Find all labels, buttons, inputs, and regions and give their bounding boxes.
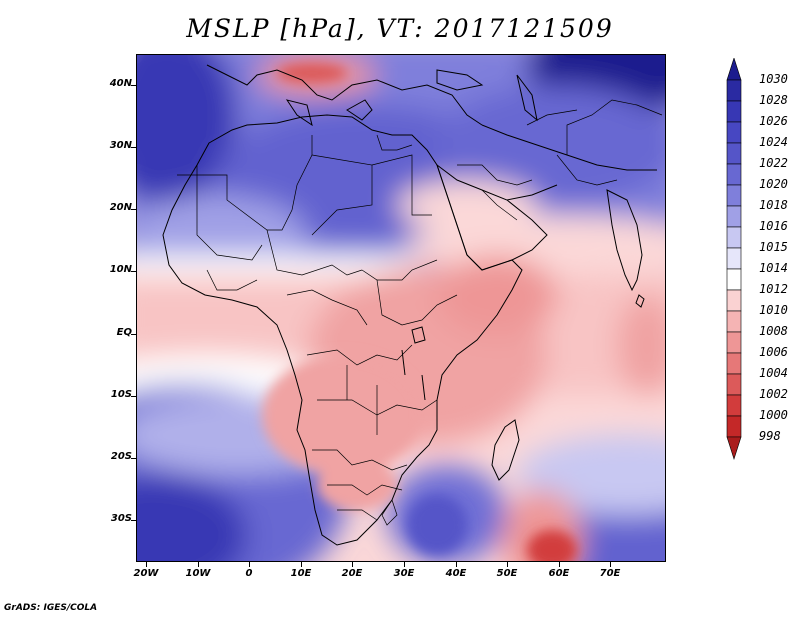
colorbar-swatch <box>726 373 742 396</box>
colorbar-label: 1028 <box>759 93 788 107</box>
x-tick-label: 10W <box>185 568 211 579</box>
y-tick-label: EQ <box>116 327 132 338</box>
colorbar-label: 1016 <box>759 219 788 233</box>
y-tick-label: 20N <box>109 202 132 213</box>
colorbar-label: 1002 <box>759 387 788 401</box>
x-tick <box>610 562 611 567</box>
colorbar-swatch <box>726 163 742 186</box>
x-tick-label: 30E <box>393 568 415 579</box>
y-tick <box>131 458 136 459</box>
pressure-detail <box>262 63 577 561</box>
colorbar-swatches <box>726 58 742 460</box>
y-tick-label: 30N <box>109 140 132 151</box>
colorbar-label: 998 <box>759 429 781 443</box>
colorbar-label: 1004 <box>759 366 788 380</box>
colorbar-swatch <box>726 100 742 123</box>
colorbar-swatch <box>726 121 742 144</box>
colorbar-label: 1018 <box>759 198 788 212</box>
y-tick-label: 10S <box>110 389 132 400</box>
chart-title: MSLP [hPa], VT: 2017121509 <box>186 14 614 43</box>
colorbar-label: 1024 <box>759 135 788 149</box>
x-tick <box>507 562 508 567</box>
y-tick <box>131 147 136 148</box>
y-tick-label: 30S <box>110 513 132 524</box>
x-tick <box>146 562 147 567</box>
y-tick <box>131 520 136 521</box>
colorbar-label: 1020 <box>759 177 788 191</box>
colorbar-swatch <box>726 205 742 228</box>
map-panel <box>136 54 666 562</box>
x-tick <box>456 562 457 567</box>
colorbar-swatch <box>726 394 742 417</box>
y-tick-label: 10N <box>109 264 132 275</box>
x-tick <box>301 562 302 567</box>
colorbar-swatch <box>726 184 742 207</box>
x-tick-label: 20W <box>133 568 159 579</box>
colorbar-swatch <box>726 247 742 270</box>
colorbar-label: 1006 <box>759 345 788 359</box>
colorbar-swatch <box>726 79 742 102</box>
x-tick-label: 0 <box>245 568 253 579</box>
colorbar-label: 1010 <box>759 303 788 317</box>
y-tick <box>131 271 136 272</box>
y-tick <box>131 396 136 397</box>
x-tick-label: 60E <box>548 568 570 579</box>
colorbar-label: 1008 <box>759 324 788 338</box>
colorbar-swatch <box>726 415 742 438</box>
colorbar-swatch <box>726 142 742 165</box>
colorbar-swatch <box>726 352 742 375</box>
x-tick <box>198 562 199 567</box>
colorbar-label: 1030 <box>759 72 788 86</box>
x-tick <box>559 562 560 567</box>
colorbar-swatch <box>726 310 742 333</box>
x-tick-label: 50E <box>496 568 518 579</box>
x-tick-label: 10E <box>290 568 312 579</box>
x-tick <box>404 562 405 567</box>
colorbar-swatch <box>726 331 742 354</box>
pressure-map <box>137 55 665 561</box>
colorbar-bottom-arrow <box>726 436 742 460</box>
colorbar-label: 1012 <box>759 282 788 296</box>
x-tick-label: 20E <box>341 568 363 579</box>
colorbar-label: 1026 <box>759 114 788 128</box>
colorbar-swatch <box>726 268 742 291</box>
x-tick <box>249 562 250 567</box>
y-tick-label: 20S <box>110 451 132 462</box>
colorbar-swatch <box>726 226 742 249</box>
y-tick <box>131 334 136 335</box>
y-tick-label: 40N <box>109 78 132 89</box>
colorbar-label: 1014 <box>759 261 788 275</box>
colorbar-label: 1000 <box>759 408 788 422</box>
country-borders <box>177 99 663 526</box>
y-tick <box>131 209 136 210</box>
colorbar-label: 1015 <box>759 240 788 254</box>
x-tick <box>352 562 353 567</box>
colorbar-top-arrow <box>726 58 742 81</box>
colorbar-label: 1022 <box>759 156 788 170</box>
grads-credit: GrADS: IGES/COLA <box>4 603 98 613</box>
x-tick-label: 40E <box>445 568 467 579</box>
y-tick <box>131 85 136 86</box>
pressure-field <box>137 55 665 561</box>
x-tick-label: 70E <box>599 568 621 579</box>
colorbar-swatch <box>726 289 742 312</box>
